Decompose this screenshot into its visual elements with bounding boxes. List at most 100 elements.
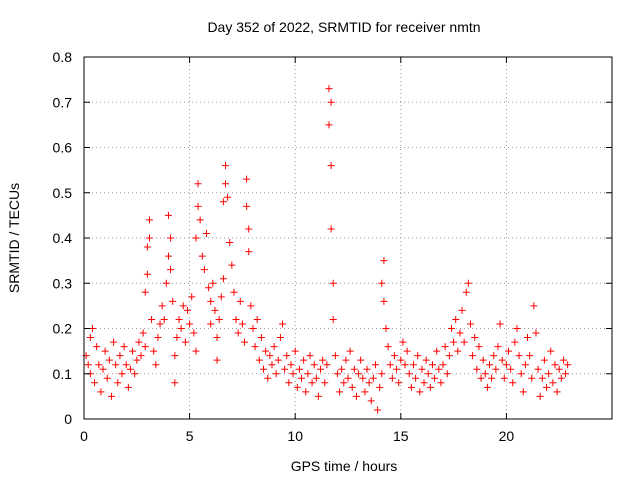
data-point	[494, 343, 502, 351]
y-tick-label: 0.4	[53, 230, 73, 246]
data-point	[281, 365, 289, 373]
data-point	[517, 370, 525, 378]
data-point	[300, 356, 308, 364]
data-point	[551, 361, 559, 369]
data-point	[329, 315, 337, 323]
data-point	[167, 266, 175, 274]
data-point	[211, 306, 219, 314]
data-point	[534, 365, 542, 373]
data-point	[171, 352, 179, 360]
data-point	[107, 392, 115, 400]
data-point	[116, 352, 124, 360]
data-point	[456, 329, 464, 337]
data-point	[460, 338, 468, 346]
data-point	[118, 370, 126, 378]
data-point	[524, 334, 532, 342]
data-point	[350, 365, 358, 373]
data-point	[390, 352, 398, 360]
data-point	[458, 306, 466, 314]
axis-ticks	[83, 56, 612, 420]
data-point	[378, 279, 386, 287]
data-point	[213, 356, 221, 364]
tick-labels: 0 0.1 0.2 0.3 0.4 0.5 0.6 0.7 0.8 0 5 10 15 20	[53, 49, 515, 444]
y-tick-label: 0.1	[53, 366, 73, 382]
data-point	[190, 329, 198, 337]
data-point	[380, 257, 388, 265]
data-point	[152, 361, 160, 369]
data-point	[388, 374, 396, 382]
data-point	[325, 85, 333, 93]
data-point	[255, 356, 263, 364]
data-point	[200, 266, 208, 274]
data-point	[99, 365, 107, 373]
data-point	[145, 216, 153, 224]
data-point	[342, 356, 350, 364]
data-point	[412, 374, 420, 382]
data-point	[486, 361, 494, 369]
data-point	[403, 347, 411, 355]
data-point	[502, 361, 510, 369]
data-point	[224, 193, 232, 201]
data-point	[308, 379, 316, 387]
data-point	[253, 315, 261, 323]
data-point	[540, 356, 548, 364]
data-point	[505, 347, 513, 355]
data-point	[179, 302, 187, 310]
data-point	[490, 352, 498, 360]
data-point	[295, 365, 303, 373]
y-axis-title: SRMTID / TECUs	[6, 183, 22, 293]
y-tick-label: 0.8	[53, 49, 73, 65]
data-point	[139, 329, 147, 337]
data-point	[414, 352, 422, 360]
data-point	[500, 374, 508, 382]
data-point	[386, 361, 394, 369]
data-point	[321, 379, 329, 387]
data-point	[209, 279, 217, 287]
data-point	[471, 334, 479, 342]
data-point	[173, 334, 181, 342]
data-point	[399, 338, 407, 346]
data-point	[538, 374, 546, 382]
data-point	[441, 343, 449, 351]
data-point	[515, 352, 523, 360]
data-point	[177, 325, 185, 332]
data-point	[562, 370, 570, 378]
data-point	[207, 297, 215, 305]
x-axis-title: GPS time / hours	[291, 458, 398, 474]
data-point	[380, 297, 388, 305]
data-point	[333, 370, 341, 378]
data-point	[498, 356, 506, 364]
data-point	[268, 361, 276, 369]
data-point	[519, 388, 527, 396]
data-point	[279, 320, 287, 328]
data-point	[475, 343, 483, 351]
data-point	[365, 379, 373, 387]
data-point	[137, 352, 145, 360]
data-point	[348, 383, 356, 391]
data-point	[232, 315, 240, 323]
data-point	[141, 288, 149, 296]
data-point	[129, 347, 137, 355]
data-point	[162, 279, 170, 287]
data-point	[287, 361, 295, 369]
data-point	[526, 352, 534, 360]
y-tick-label: 0.6	[53, 140, 73, 156]
data-point	[274, 356, 282, 364]
data-point	[401, 361, 409, 369]
data-point	[93, 343, 101, 351]
data-point	[114, 379, 122, 387]
data-point	[327, 225, 335, 233]
x-tick-label: 10	[287, 428, 303, 444]
data-point	[164, 211, 172, 219]
data-points	[82, 85, 572, 414]
data-point	[198, 252, 206, 260]
data-point	[260, 365, 268, 373]
data-point	[325, 121, 333, 129]
data-point	[243, 175, 251, 183]
data-point	[135, 338, 143, 346]
data-point	[507, 365, 515, 373]
data-point	[291, 347, 299, 355]
data-point	[477, 374, 485, 382]
data-point	[245, 225, 253, 233]
data-point	[192, 234, 200, 242]
